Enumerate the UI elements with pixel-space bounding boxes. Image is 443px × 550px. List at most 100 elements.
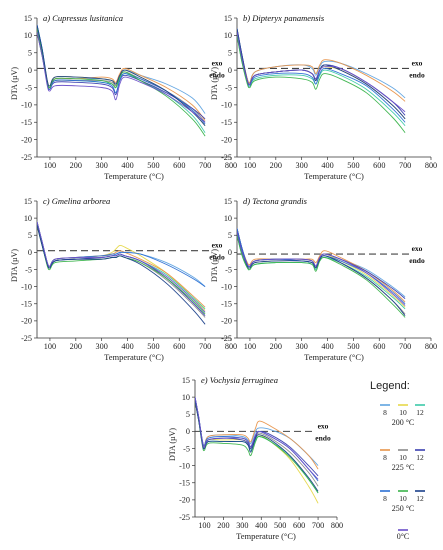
exo-label: exo — [412, 244, 423, 253]
y-tick-label: 15 — [24, 197, 32, 206]
y-tick-label: -15 — [221, 300, 232, 309]
y-axis-label: DTA (µV) — [10, 67, 19, 100]
x-tick-label: 100 — [44, 342, 56, 351]
y-tick-label: 10 — [224, 31, 232, 40]
y-tick-label: 5 — [28, 231, 32, 240]
x-axis-label: Temperature (°C) — [104, 171, 164, 181]
y-tick-label: -25 — [221, 334, 232, 343]
x-tick-label: 700 — [312, 521, 324, 530]
legend-item-label: 8 — [383, 408, 387, 417]
y-tick-label: -15 — [221, 118, 232, 127]
y-tick-label: 15 — [224, 197, 232, 206]
legend-temperature: 250 °C — [392, 504, 415, 513]
x-tick-label: 800 — [425, 342, 437, 351]
series-line-8 — [195, 400, 319, 494]
series-line-9 — [195, 400, 319, 492]
x-tick-label: 100 — [44, 161, 56, 170]
series-line-5 — [237, 231, 406, 315]
legend-item-label: 10 — [399, 408, 407, 417]
series-line-8 — [237, 35, 406, 133]
y-tick-label: 5 — [186, 410, 190, 419]
series-line-4 — [237, 228, 406, 303]
x-axis-label: Temperature (°C) — [236, 531, 296, 541]
x-tick-label: 600 — [173, 161, 185, 170]
x-tick-label: 600 — [173, 342, 185, 351]
series-line-7 — [237, 28, 406, 123]
y-tick-label: 0 — [28, 66, 32, 75]
panel-title: a) Cupressus lusitanica — [43, 13, 123, 23]
panel-title: e) Vochysia ferruginea — [201, 375, 278, 385]
x-tick-label: 600 — [293, 521, 305, 530]
x-tick-label: 300 — [96, 342, 108, 351]
endo-label: endo — [409, 70, 425, 79]
y-tick-label: 10 — [224, 214, 232, 223]
y-tick-label: -5 — [25, 83, 32, 92]
series-line-8 — [37, 28, 206, 137]
legend-item-label: 12 — [416, 453, 424, 462]
x-tick-label: 800 — [225, 342, 237, 351]
y-tick-label: 10 — [24, 31, 32, 40]
series-line-4 — [237, 28, 406, 102]
x-tick-label: 200 — [270, 161, 282, 170]
legend-group-4: 0°C — [397, 529, 409, 541]
x-tick-label: 600 — [373, 342, 385, 351]
series-line-10 — [195, 397, 319, 480]
exo-label: exo — [212, 58, 223, 67]
legend-temperature: 200 °C — [392, 418, 415, 427]
x-tick-label: 500 — [347, 342, 359, 351]
series-line-6 — [37, 224, 206, 317]
series-line-9 — [37, 24, 206, 127]
series-line-9 — [37, 224, 206, 325]
x-tick-label: 500 — [274, 521, 286, 530]
y-tick-label: 5 — [228, 49, 232, 58]
chart-panel-4: 15 10 5 0 -5 -10 -15 -20 -25 100 200 300 400 500 600 70… — [210, 196, 437, 362]
series-line-10 — [237, 231, 406, 306]
y-tick-label: -20 — [179, 496, 190, 505]
y-tick-label: -25 — [21, 153, 32, 162]
x-tick-label: 500 — [147, 342, 159, 351]
x-tick-label: 400 — [121, 161, 133, 170]
y-tick-label: 5 — [28, 49, 32, 58]
series-line-10 — [37, 221, 206, 313]
endo-label: endo — [409, 256, 425, 265]
x-tick-label: 400 — [121, 342, 133, 351]
x-tick-label: 100 — [244, 342, 256, 351]
series-line-2 — [237, 231, 406, 308]
legend-item-label: 8 — [383, 494, 387, 503]
y-tick-label: -5 — [225, 83, 232, 92]
series-line-3 — [237, 235, 406, 310]
series-group — [237, 28, 406, 133]
x-tick-label: 500 — [347, 161, 359, 170]
series-line-2 — [195, 400, 319, 504]
x-tick-label: 400 — [255, 521, 267, 530]
x-tick-label: 200 — [70, 161, 82, 170]
series-line-4 — [37, 221, 206, 308]
y-tick-label: -15 — [21, 118, 32, 127]
y-tick-label: 0 — [186, 427, 190, 436]
x-tick-label: 200 — [270, 342, 282, 351]
y-tick-label: -25 — [221, 153, 232, 162]
x-tick-label: 100 — [244, 161, 256, 170]
x-tick-label: 400 — [321, 342, 333, 351]
x-tick-label: 700 — [199, 342, 211, 351]
y-tick-label: -10 — [21, 101, 32, 110]
y-tick-label: -15 — [179, 479, 190, 488]
x-axis-label: Temperature (°C) — [104, 352, 164, 362]
series-line-2 — [37, 224, 206, 311]
series-group — [237, 228, 406, 318]
series-line-3 — [37, 31, 206, 133]
series-line-9 — [237, 231, 406, 316]
series-group — [195, 397, 319, 504]
y-axis-label: DTA (µV) — [168, 428, 177, 461]
exo-label: exo — [212, 241, 223, 250]
x-tick-label: 600 — [373, 161, 385, 170]
y-axis-label: DTA (µV) — [10, 249, 19, 282]
y-tick-label: -10 — [21, 282, 32, 291]
legend-item-label: 8 — [383, 453, 387, 462]
x-tick-label: 300 — [236, 521, 248, 530]
